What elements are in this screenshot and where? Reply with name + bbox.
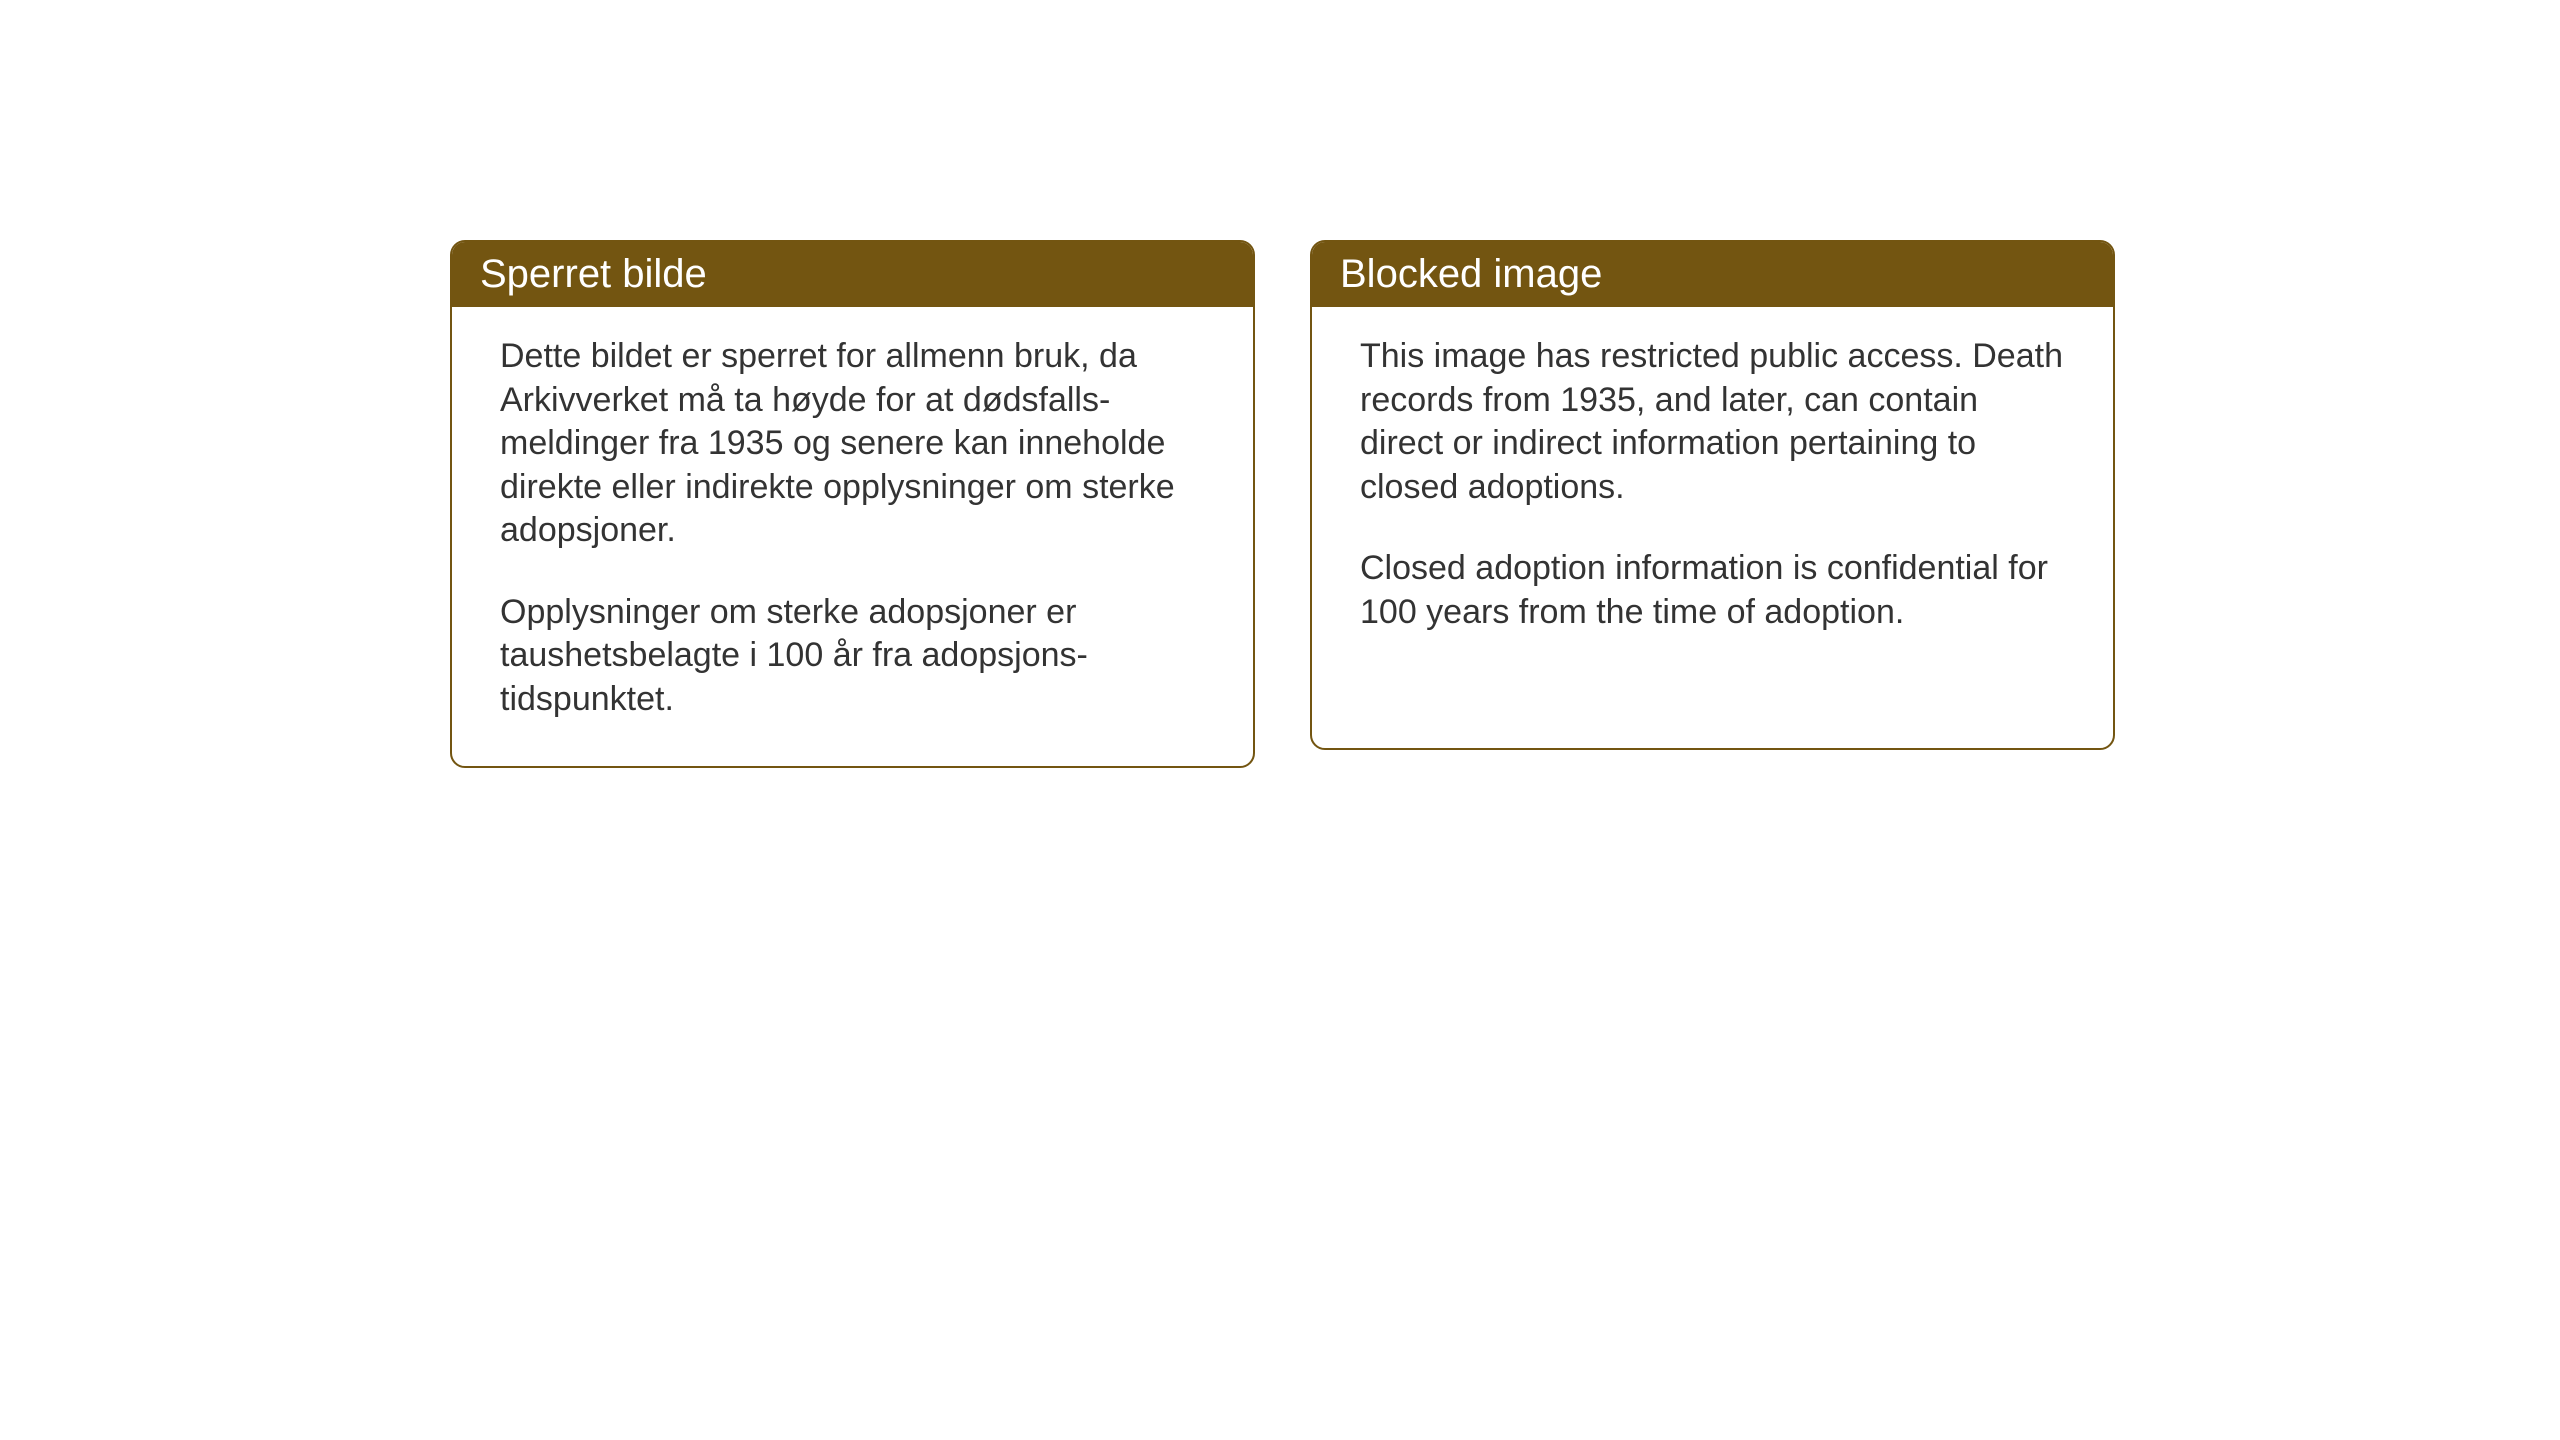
english-paragraph-1: This image has restricted public access.… [1360,335,2065,509]
english-card-title: Blocked image [1312,242,2113,307]
norwegian-card-body: Dette bildet er sperret for allmenn bruk… [452,307,1253,766]
english-paragraph-2: Closed adoption information is confident… [1360,547,2065,634]
english-notice-card: Blocked image This image has restricted … [1310,240,2115,750]
english-card-body: This image has restricted public access.… [1312,307,2113,679]
norwegian-card-title: Sperret bilde [452,242,1253,307]
norwegian-paragraph-2: Opplysninger om sterke adopsjoner er tau… [500,591,1205,722]
norwegian-paragraph-1: Dette bildet er sperret for allmenn bruk… [500,335,1205,553]
notice-cards-container: Sperret bilde Dette bildet er sperret fo… [450,240,2115,768]
norwegian-notice-card: Sperret bilde Dette bildet er sperret fo… [450,240,1255,768]
